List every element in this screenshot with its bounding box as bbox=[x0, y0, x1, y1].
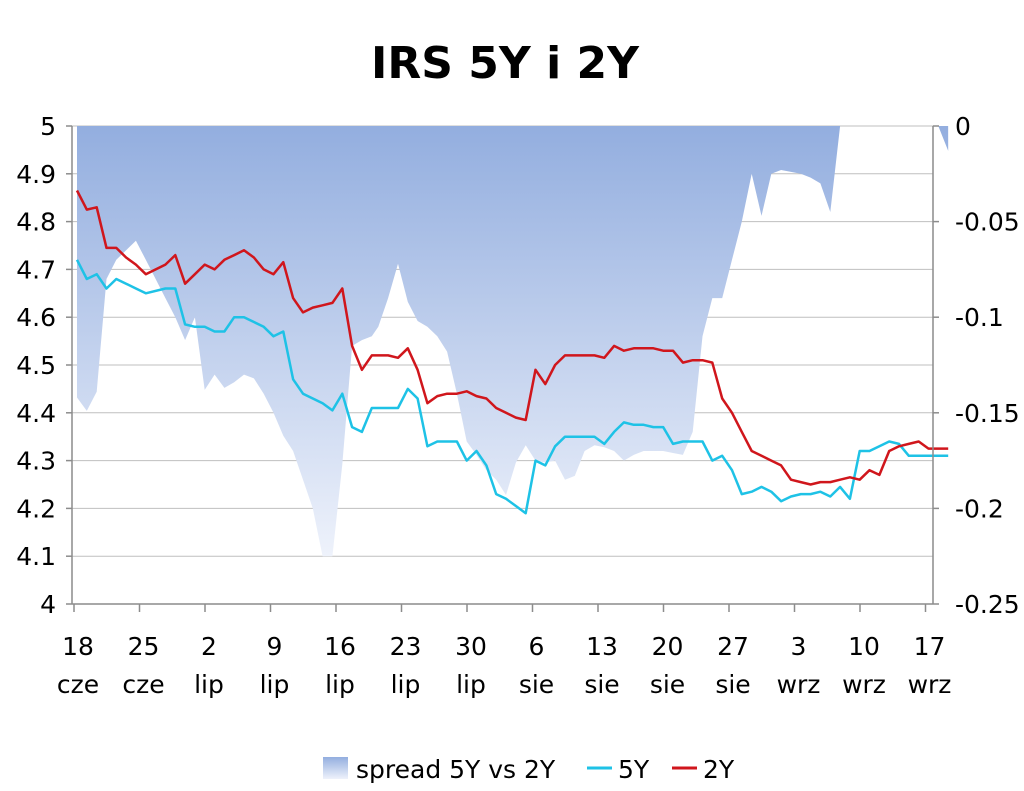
x-tick-label-day: 9 bbox=[267, 632, 283, 661]
x-tick-label-month: lip bbox=[260, 670, 290, 699]
y-left-tick-label: 4.5 bbox=[16, 351, 56, 380]
y-left-tick-label: 4.7 bbox=[16, 255, 56, 284]
spread-area-layer bbox=[77, 126, 949, 557]
y-right-tick-label: -0.25 bbox=[955, 590, 1020, 619]
y-right-tick-label: -0.2 bbox=[955, 494, 1004, 523]
y-left-tick-label: 4 bbox=[40, 590, 56, 619]
x-tick-label-month: lip bbox=[325, 670, 355, 699]
legend: spread 5Y vs 2Y 5Y 2Y bbox=[323, 755, 735, 784]
axes bbox=[66, 125, 939, 612]
x-tick-label-day: 13 bbox=[586, 632, 618, 661]
x-tick-label-month: sie bbox=[650, 670, 685, 699]
series-lines bbox=[75, 189, 949, 515]
x-tick-label-day: 3 bbox=[791, 632, 807, 661]
y-left-tick-label: 4.9 bbox=[16, 160, 56, 189]
x-tick-label-month: cze bbox=[57, 670, 99, 699]
tick-labels: 5 4.9 4.8 4.7 4.6 4.5 4.4 4.3 4.2 4.1 4 0 -0.05 -0.1 -… bbox=[16, 112, 1019, 699]
x-tick-label-month: sie bbox=[715, 670, 750, 699]
x-tick-label-day: 17 bbox=[914, 632, 946, 661]
x-tick-label-month: lip bbox=[194, 670, 224, 699]
x-tick-label-month: lip bbox=[391, 670, 421, 699]
x-tick-label-day: 2 bbox=[201, 632, 217, 661]
x-tick-label-month: wrz bbox=[777, 670, 821, 699]
legend-label-2y: 2Y bbox=[703, 755, 735, 784]
y-left-tick-label: 4.8 bbox=[16, 208, 56, 237]
y-right-tick-label: -0.1 bbox=[955, 303, 1004, 332]
x-tick-label-day: 30 bbox=[455, 632, 487, 661]
x-tick-label-month: sie bbox=[519, 670, 554, 699]
y-left-tick-label: 4.2 bbox=[16, 494, 56, 523]
legend-label-5y: 5Y bbox=[618, 755, 650, 784]
x-tick-label-month: sie bbox=[584, 670, 619, 699]
x-tick-label-month: cze bbox=[122, 670, 164, 699]
y-right-tick-label: -0.05 bbox=[955, 208, 1020, 237]
x-tick-label-day: 20 bbox=[652, 632, 684, 661]
x-tick-label-day: 10 bbox=[848, 632, 880, 661]
y-right-tick-label: -0.15 bbox=[955, 399, 1020, 428]
legend-swatch-spread bbox=[323, 757, 348, 779]
series-line-2y bbox=[75, 189, 949, 486]
y-left-tick-label: 4.3 bbox=[16, 447, 56, 476]
x-tick-label-day: 16 bbox=[324, 632, 356, 661]
y-left-tick-label: 4.4 bbox=[16, 399, 56, 428]
x-tick-label-day: 27 bbox=[717, 632, 749, 661]
y-left-tick-label: 4.6 bbox=[16, 303, 56, 332]
x-tick-label-day: 6 bbox=[529, 632, 545, 661]
y-right-tick-label: 0 bbox=[955, 112, 971, 141]
chart-title: IRS 5Y i 2Y bbox=[371, 38, 640, 89]
y-left-tick-label: 5 bbox=[40, 112, 56, 141]
y-left-tick-label: 4.1 bbox=[16, 542, 56, 571]
x-tick-label-month: wrz bbox=[842, 670, 886, 699]
x-tick-label-day: 18 bbox=[62, 632, 94, 661]
series-line-5y bbox=[75, 259, 949, 515]
x-tick-label-month: lip bbox=[456, 670, 486, 699]
spread-5y-vs-2y-area bbox=[77, 126, 949, 557]
legend-label-spread: spread 5Y vs 2Y bbox=[356, 755, 556, 784]
x-tick-label-day: 23 bbox=[390, 632, 422, 661]
x-tick-label-month: wrz bbox=[908, 670, 952, 699]
x-tick-label-day: 25 bbox=[128, 632, 160, 661]
